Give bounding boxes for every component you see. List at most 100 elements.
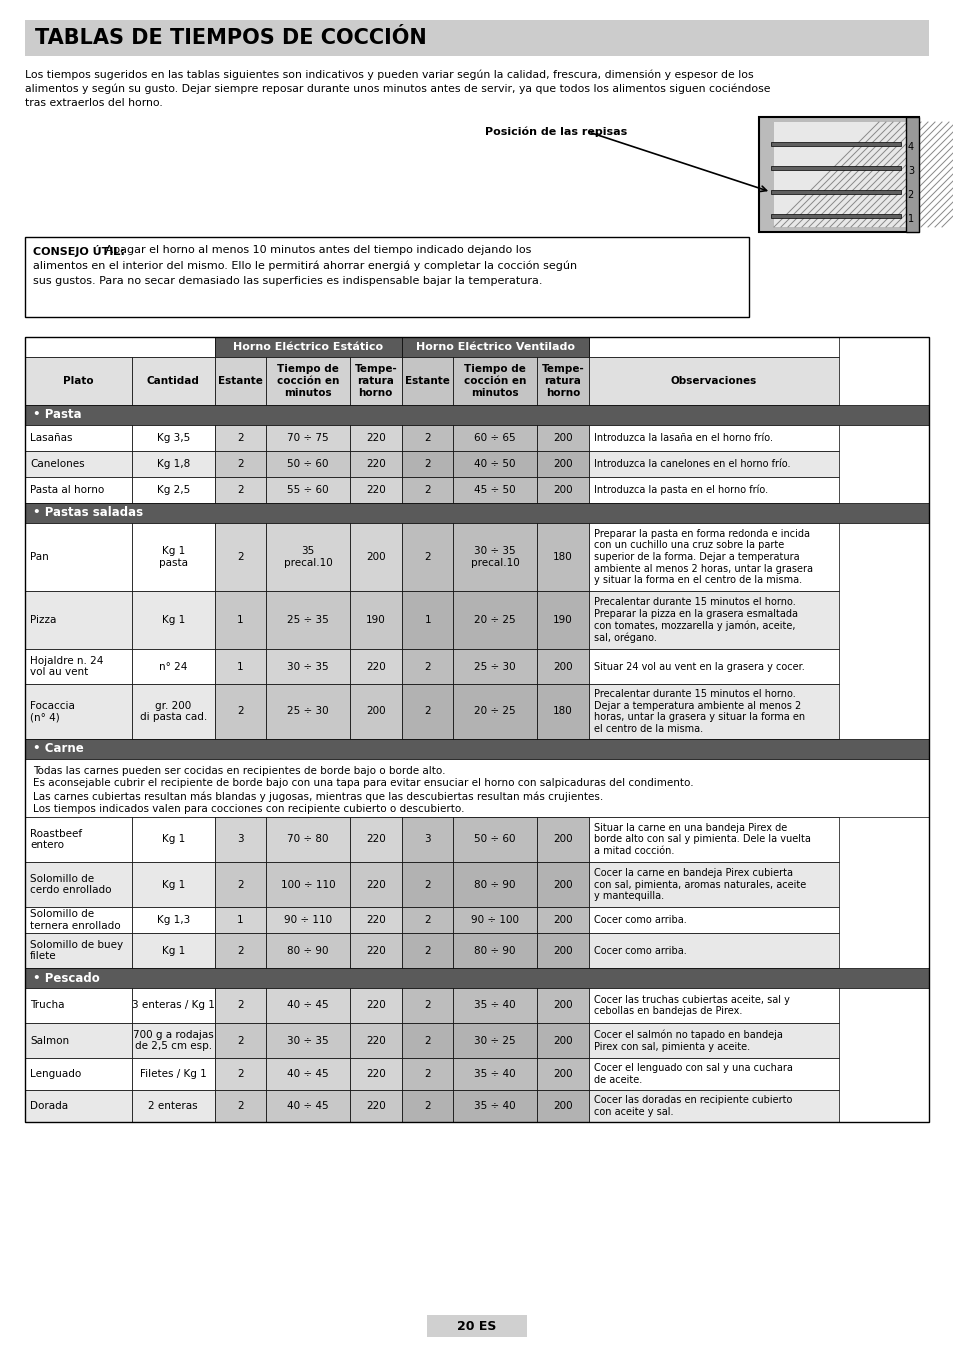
Bar <box>537 451 589 477</box>
Text: 220: 220 <box>366 485 385 494</box>
Text: 200: 200 <box>553 485 572 494</box>
Bar <box>25 817 132 862</box>
Text: 80 ÷ 90: 80 ÷ 90 <box>474 946 516 955</box>
Text: Solomillo de
cerdo enrollado: Solomillo de cerdo enrollado <box>30 874 112 896</box>
Text: Pasta al horno: Pasta al horno <box>30 485 104 494</box>
Text: Horno Eléctrico Estático: Horno Eléctrico Estático <box>233 342 383 353</box>
Bar <box>770 166 900 170</box>
Bar <box>401 477 453 503</box>
Text: 40 ÷ 45: 40 ÷ 45 <box>287 1069 329 1079</box>
Bar <box>537 684 589 739</box>
Bar <box>773 122 908 227</box>
Text: 2: 2 <box>237 1001 244 1011</box>
Text: Cocer como arriba.: Cocer como arriba. <box>594 915 686 925</box>
Text: 2: 2 <box>424 1101 431 1111</box>
Text: 90 ÷ 110: 90 ÷ 110 <box>284 915 332 925</box>
Bar <box>401 1023 453 1058</box>
Bar <box>349 988 401 1023</box>
Text: 3: 3 <box>907 166 913 176</box>
Bar <box>25 862 132 907</box>
Bar <box>453 862 537 907</box>
Text: Situar la carne en una bandeja Pirex de
borde alto con sal y pimienta. Dele la v: Situar la carne en una bandeja Pirex de … <box>594 823 810 857</box>
Bar <box>537 817 589 862</box>
Bar <box>589 907 838 934</box>
Bar <box>537 648 589 684</box>
Text: 2: 2 <box>424 662 431 671</box>
Text: • Pescado: • Pescado <box>33 971 100 985</box>
Bar <box>266 684 349 739</box>
Text: 180: 180 <box>553 553 572 562</box>
Bar <box>25 934 132 969</box>
Text: 200: 200 <box>553 434 572 443</box>
Text: Precalentar durante 15 minutos el horno.
Preparar la pizza en la grasera esmalta: Precalentar durante 15 minutos el horno.… <box>594 597 798 643</box>
Text: 200: 200 <box>366 553 385 562</box>
Bar <box>401 590 453 648</box>
Bar <box>132 934 214 969</box>
Bar <box>266 357 349 405</box>
Bar <box>401 684 453 739</box>
Bar <box>132 862 214 907</box>
Text: 2: 2 <box>424 1069 431 1079</box>
Bar <box>537 1023 589 1058</box>
Text: 2: 2 <box>424 553 431 562</box>
Text: 220: 220 <box>366 662 385 671</box>
Bar <box>537 934 589 969</box>
Text: 50 ÷ 60: 50 ÷ 60 <box>474 835 516 844</box>
Bar <box>266 1090 349 1121</box>
Text: Lasañas: Lasañas <box>30 434 72 443</box>
Text: 80 ÷ 90: 80 ÷ 90 <box>287 946 329 955</box>
Text: Lenguado: Lenguado <box>30 1069 81 1079</box>
Bar <box>266 648 349 684</box>
Bar <box>25 336 928 1121</box>
Text: Cocer el lenguado con sal y una cuchara
de aceite.: Cocer el lenguado con sal y una cuchara … <box>594 1063 792 1085</box>
Text: 80 ÷ 90: 80 ÷ 90 <box>474 880 516 889</box>
Text: 30 ÷ 25: 30 ÷ 25 <box>474 1035 516 1046</box>
Bar <box>453 357 537 405</box>
Text: 1: 1 <box>424 615 431 626</box>
Text: 35 ÷ 40: 35 ÷ 40 <box>474 1069 516 1079</box>
Text: 2: 2 <box>237 1069 244 1079</box>
Text: 2 enteras: 2 enteras <box>149 1101 198 1111</box>
Bar <box>401 934 453 969</box>
Text: 20 ES: 20 ES <box>456 1320 497 1332</box>
Text: Kg 1: Kg 1 <box>161 880 185 889</box>
Bar <box>25 357 132 405</box>
Bar <box>589 590 838 648</box>
Text: 40 ÷ 50: 40 ÷ 50 <box>474 459 516 469</box>
Bar <box>132 357 214 405</box>
Bar <box>537 523 589 590</box>
Text: Precalentar durante 15 minutos el horno.
Dejar a temperatura ambiente al menos 2: Precalentar durante 15 minutos el horno.… <box>594 689 804 734</box>
Bar <box>537 426 589 451</box>
Bar <box>25 590 132 648</box>
Text: 2: 2 <box>424 707 431 716</box>
Bar <box>589 357 838 405</box>
Text: 40 ÷ 45: 40 ÷ 45 <box>287 1101 329 1111</box>
Text: TABLAS DE TIEMPOS DE COCCIÓN: TABLAS DE TIEMPOS DE COCCIÓN <box>35 28 426 49</box>
Text: Cocer como arriba.: Cocer como arriba. <box>594 946 686 955</box>
Text: alimentos y según su gusto. Dejar siempre reposar durante unos minutos antes de : alimentos y según su gusto. Dejar siempr… <box>25 84 770 95</box>
Bar <box>537 988 589 1023</box>
Bar <box>25 236 748 317</box>
Bar <box>132 477 214 503</box>
Text: Es aconsejable cubrir el recipiente de borde bajo con una tapa para evitar ensuc: Es aconsejable cubrir el recipiente de b… <box>33 778 693 789</box>
Text: 200: 200 <box>553 835 572 844</box>
Text: 220: 220 <box>366 1069 385 1079</box>
Text: Kg 1: Kg 1 <box>161 835 185 844</box>
Text: 220: 220 <box>366 1001 385 1011</box>
Bar <box>214 590 266 648</box>
Text: 2: 2 <box>424 946 431 955</box>
Bar <box>266 934 349 969</box>
Bar <box>349 523 401 590</box>
Text: 2: 2 <box>907 190 913 200</box>
Text: Cocer el salmón no tapado en bandeja
Pirex con sal, pimienta y aceite.: Cocer el salmón no tapado en bandeja Pir… <box>594 1029 782 1051</box>
Bar <box>589 684 838 739</box>
Bar <box>537 477 589 503</box>
Text: Cantidad: Cantidad <box>147 376 199 386</box>
Bar <box>266 1058 349 1090</box>
Bar <box>589 523 838 590</box>
Bar <box>132 684 214 739</box>
Text: 220: 220 <box>366 1035 385 1046</box>
Bar <box>453 1058 537 1090</box>
Bar <box>132 1058 214 1090</box>
Text: n° 24: n° 24 <box>159 662 187 671</box>
